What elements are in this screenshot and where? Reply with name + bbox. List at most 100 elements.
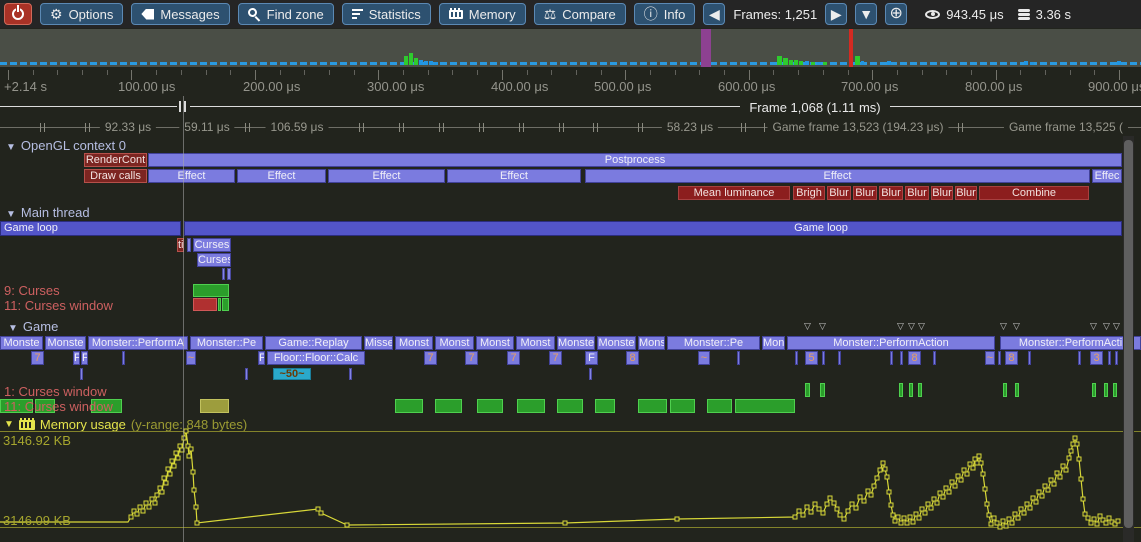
zone-bar[interactable] bbox=[91, 399, 122, 413]
zone-bar[interactable] bbox=[218, 298, 221, 311]
ruler-zone-label[interactable]: Game frame 13,523 (194.23 μs) bbox=[767, 120, 949, 134]
zone-bar[interactable]: Monste bbox=[45, 336, 86, 350]
histogram-bar[interactable] bbox=[409, 53, 413, 65]
collapsed-zone-marker-icon[interactable]: ▽ bbox=[897, 321, 904, 331]
histogram-bar[interactable] bbox=[861, 61, 864, 65]
zone-bar[interactable] bbox=[805, 383, 810, 397]
zone-bar[interactable] bbox=[735, 399, 795, 413]
zone-bar[interactable]: Blur bbox=[827, 186, 851, 200]
zone-bar[interactable]: Monster::PerformA bbox=[88, 336, 188, 350]
collapsed-zone-marker-icon[interactable]: ▽ bbox=[1013, 321, 1020, 331]
zone-bar[interactable]: F bbox=[585, 351, 598, 365]
zone-bar[interactable]: Monst bbox=[395, 336, 433, 350]
section-header-main-thread[interactable]: ▼ Main thread bbox=[6, 205, 90, 220]
zone-bar[interactable] bbox=[595, 399, 615, 413]
ruler-zone-label[interactable]: 92.33 μs bbox=[99, 120, 157, 134]
zone-bar[interactable] bbox=[1104, 383, 1108, 397]
lock-label[interactable]: 1: Curses window bbox=[4, 384, 107, 399]
find-zone-button[interactable]: Find zone bbox=[237, 3, 334, 25]
zone-bar[interactable] bbox=[1028, 351, 1031, 365]
collapsed-zone-marker-icon[interactable]: ▽ bbox=[804, 321, 811, 331]
zone-bar[interactable] bbox=[1078, 351, 1081, 365]
zone-bar[interactable] bbox=[838, 351, 841, 365]
histogram-bar[interactable] bbox=[817, 62, 821, 65]
zone-bar[interactable] bbox=[122, 351, 125, 365]
zone-bar[interactable] bbox=[222, 298, 229, 311]
zone-bar[interactable]: Monst bbox=[476, 336, 514, 350]
zone-bar[interactable] bbox=[1092, 383, 1096, 397]
zone-bar[interactable]: Monster::Pe bbox=[667, 336, 760, 350]
zone-bar[interactable]: Monste bbox=[0, 336, 43, 350]
histogram-bar[interactable] bbox=[419, 60, 423, 65]
collapsed-zone-marker-icon[interactable]: ▽ bbox=[1103, 321, 1110, 331]
zone-bar[interactable]: Game::Replay bbox=[265, 336, 362, 350]
histogram-bar[interactable] bbox=[783, 58, 788, 65]
zone-bar[interactable] bbox=[670, 399, 695, 413]
zone-bar[interactable]: Draw calls bbox=[84, 169, 147, 183]
zone-bar[interactable] bbox=[35, 399, 55, 413]
zone-bar[interactable] bbox=[638, 399, 667, 413]
zone-bar[interactable] bbox=[557, 399, 583, 413]
zone-bar[interactable]: Monster::PerformActi bbox=[1000, 336, 1141, 350]
histogram-bar[interactable] bbox=[777, 56, 782, 65]
zone-bar[interactable]: 7 bbox=[424, 351, 437, 365]
zone-bar[interactable]: Monst bbox=[435, 336, 474, 350]
section-header-memory[interactable]: ▼ Memory usage (y-range: 848 bytes) bbox=[4, 417, 247, 432]
zone-bar[interactable]: Mean luminance bbox=[678, 186, 790, 200]
collapsed-zone-marker-icon[interactable]: ▽ bbox=[908, 321, 915, 331]
zone-bar[interactable]: ~ bbox=[985, 351, 995, 365]
zone-bar[interactable]: Monster::Pe bbox=[190, 336, 263, 350]
zone-bar[interactable] bbox=[349, 368, 352, 380]
zone-bar[interactable] bbox=[187, 238, 191, 252]
histogram-bar[interactable] bbox=[434, 62, 438, 65]
zone-bar[interactable]: Blur bbox=[905, 186, 929, 200]
zone-bar[interactable] bbox=[890, 351, 893, 365]
zone-bar[interactable] bbox=[707, 399, 732, 413]
collapsed-zone-marker-icon[interactable]: ▽ bbox=[1090, 321, 1097, 331]
zone-bar[interactable] bbox=[477, 399, 503, 413]
zone-bar[interactable]: 7 bbox=[31, 351, 44, 365]
info-button[interactable]: ⓘ Info bbox=[633, 3, 696, 25]
zone-bar[interactable] bbox=[222, 268, 225, 280]
zone-bar[interactable] bbox=[1115, 351, 1118, 365]
compare-button[interactable]: ⚖ Compare bbox=[533, 3, 626, 25]
zone-bar[interactable]: 7 bbox=[549, 351, 562, 365]
zone-bar[interactable]: Monste bbox=[597, 336, 636, 350]
histogram-bar[interactable] bbox=[799, 61, 803, 65]
zone-bar[interactable] bbox=[820, 383, 825, 397]
zone-bar[interactable] bbox=[737, 351, 740, 365]
collapsed-zone-marker-icon[interactable]: ▽ bbox=[918, 321, 925, 331]
next-frame-button[interactable]: ▶ bbox=[825, 3, 848, 25]
zone-bar[interactable]: Game loop bbox=[184, 221, 1122, 236]
histogram-bar[interactable] bbox=[805, 61, 809, 65]
zone-bar[interactable]: Effect bbox=[148, 169, 235, 183]
zone-bar[interactable]: 8 bbox=[1005, 351, 1018, 365]
zone-bar[interactable]: Mons bbox=[762, 336, 785, 350]
zone-bar[interactable] bbox=[998, 351, 1001, 365]
zone-bar[interactable] bbox=[227, 268, 231, 280]
zone-bar[interactable]: Brigh bbox=[793, 186, 825, 200]
zone-bar[interactable] bbox=[193, 284, 229, 297]
ruler-zone-label[interactable]: Game frame 13,525 ( bbox=[1003, 120, 1129, 134]
zone-bar[interactable] bbox=[517, 399, 545, 413]
zone-bar[interactable] bbox=[435, 399, 462, 413]
zone-bar[interactable]: Monste bbox=[557, 336, 595, 350]
zone-bar[interactable] bbox=[1113, 383, 1117, 397]
zone-bar[interactable] bbox=[200, 399, 229, 413]
zone-bar[interactable]: 7 bbox=[507, 351, 520, 365]
histogram-bar[interactable] bbox=[855, 56, 860, 65]
goto-frame-button[interactable]: ▼ bbox=[855, 3, 878, 25]
zone-bar[interactable]: F bbox=[258, 351, 265, 365]
zone-bar[interactable] bbox=[822, 351, 825, 365]
center-view-button[interactable]: ⊕ bbox=[885, 3, 908, 25]
zone-bar[interactable]: F bbox=[73, 351, 80, 365]
histogram-bar[interactable] bbox=[701, 29, 711, 67]
zone-bar[interactable]: Combine bbox=[979, 186, 1089, 200]
zone-bar[interactable] bbox=[900, 351, 903, 365]
histogram-bar[interactable] bbox=[887, 61, 891, 65]
zone-bar[interactable]: ~ bbox=[186, 351, 196, 365]
histogram-bar[interactable] bbox=[414, 58, 418, 65]
disconnect-button[interactable] bbox=[4, 3, 32, 25]
collapsed-zone-marker-icon[interactable]: ▽ bbox=[1000, 321, 1007, 331]
